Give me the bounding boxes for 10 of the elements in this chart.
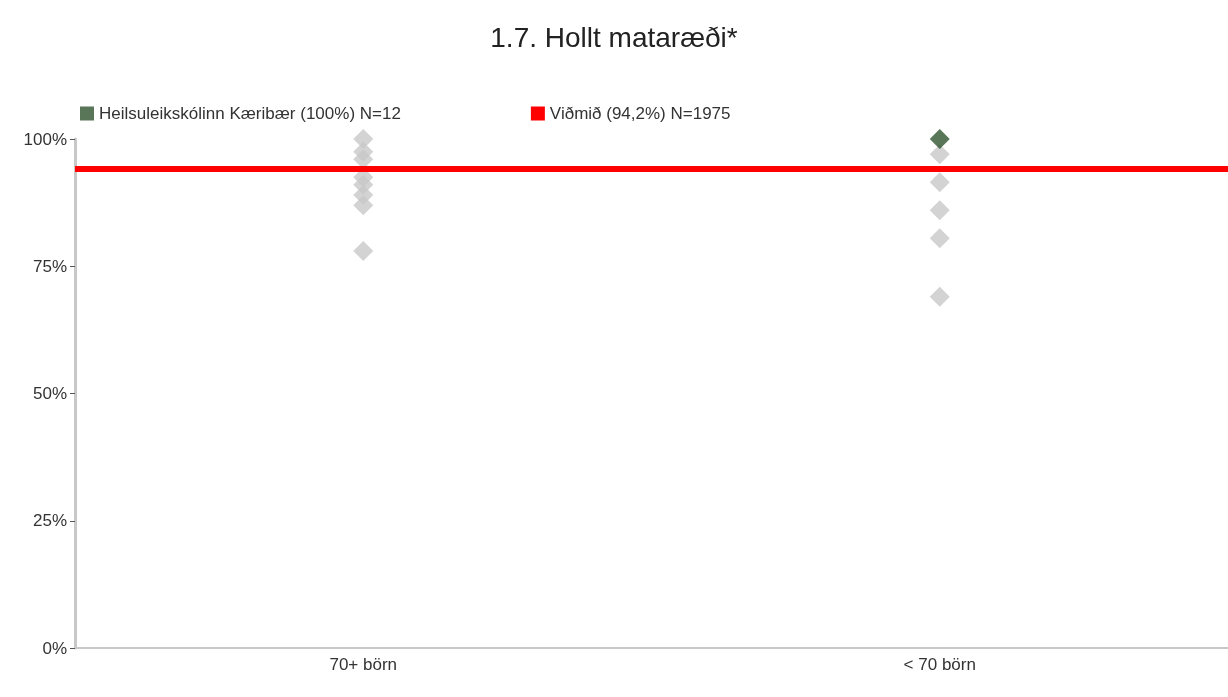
y-tick-label: 100% — [23, 129, 67, 149]
x-tick-label: 70+ börn — [329, 655, 398, 674]
legend-label: Viðmið (94,2%) N=1975 — [549, 104, 731, 123]
x-tick-label: < 70 börn — [903, 655, 976, 674]
chart-title: 1.7. Hollt mataræði* — [490, 21, 738, 53]
y-tick-label: 75% — [32, 256, 67, 276]
y-tick-label: 25% — [32, 511, 67, 531]
legend-label: Heilsuleikskólinn Kæribær (100%) N=12 — [99, 104, 401, 123]
y-tick-label: 50% — [32, 384, 67, 403]
y-tick-label: 0% — [42, 638, 67, 658]
